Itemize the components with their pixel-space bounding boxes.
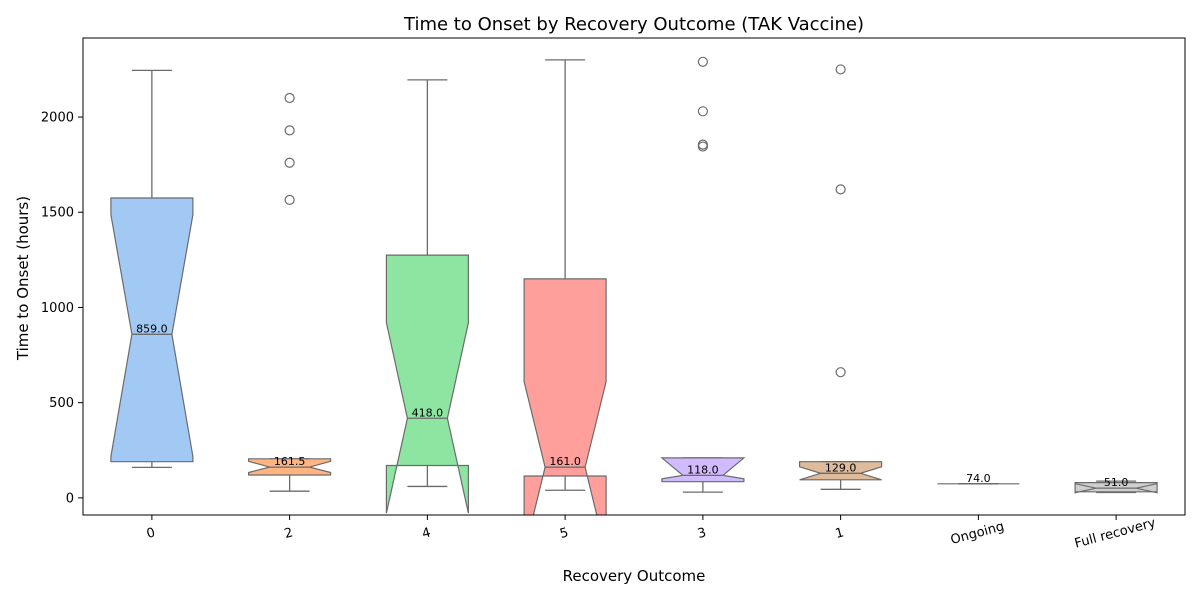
median-value-label: 74.0 [966,472,991,485]
outlier-point [697,106,708,117]
chart-title: Time to Onset by Recovery Outcome (TAK V… [403,14,864,35]
box-group-5 [523,59,607,515]
outlier-point [284,157,295,168]
x-tick-label: Full recovery [1073,516,1158,552]
x-axis-label: Recovery Outcome [563,567,706,585]
median-value-label: 161.5 [274,455,306,468]
notched-box [523,278,607,515]
notched-box [110,197,194,463]
notched-box [385,254,469,514]
x-tick-label: 5 [558,525,570,542]
outlier-point [835,64,846,75]
box-group-full-recovery [1074,480,1158,494]
median-value-label: 418.0 [412,406,444,419]
box-group-0 [110,69,194,469]
plot-frame [82,37,1186,516]
outlier-point [284,92,295,104]
x-tick-label: 0 [145,525,157,542]
outlier-point [697,56,708,67]
notched-box [660,457,746,483]
outlier-point [835,367,846,378]
outlier-point [284,125,295,136]
x-tick-label: 4 [421,525,433,542]
outlier-point [284,194,295,205]
median-value-label: 118.0 [687,463,719,476]
y-tick-label: 1000 [41,301,74,316]
y-tick-label: 1500 [41,206,74,221]
x-tick-label: 1 [834,525,846,542]
y-tick-label: 500 [49,396,74,411]
box-group-2 [248,92,332,492]
x-tick-label: Ongoing [949,519,1006,548]
median-value-label: 51.0 [1104,476,1129,489]
box-group-3 [660,56,746,493]
y-tick-label: 2000 [41,111,74,126]
box-group-4 [385,79,469,514]
median-value-label: 859.0 [136,322,168,335]
x-tick-label: 3 [696,525,708,542]
median-value-label: 161.0 [549,455,581,468]
y-tick-label: 0 [66,491,74,506]
y-axis-label: Time to Onset (hours) [14,196,32,361]
plot-area [110,56,1158,515]
outlier-point [697,139,708,150]
median-value-label: 129.0 [825,461,857,474]
box-group-1 [798,64,883,490]
outlier-point [835,184,846,195]
notched-box [798,461,883,481]
x-tick-label: 2 [283,525,295,542]
